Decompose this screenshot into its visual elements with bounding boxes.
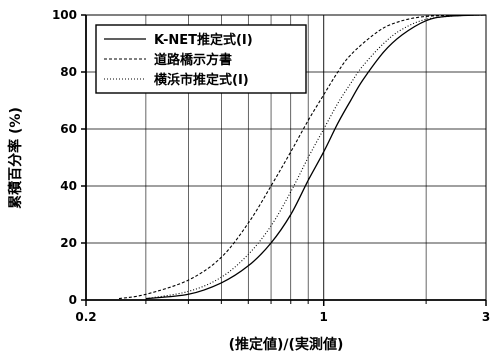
y-tick-label: 60	[60, 122, 77, 136]
y-tick-label: 80	[60, 65, 77, 79]
y-tick-label: 40	[60, 179, 77, 193]
series-line-3	[145, 14, 487, 300]
series-layer	[118, 14, 487, 300]
tick-label-layer: 0 20 40 60 80 100 0.2 1 3	[52, 8, 490, 324]
series-line-1	[145, 14, 487, 300]
x-tick-label: 1	[320, 310, 328, 324]
legend-label-2: 道路橋示方書	[154, 52, 232, 68]
y-axis-label: 累積百分率 (%)	[7, 107, 24, 209]
legend-label-3: 横浜市推定式(I)	[154, 72, 249, 88]
x-tick-label: 0.2	[75, 310, 96, 324]
y-tick-label: 20	[60, 236, 77, 250]
x-tick-label: 3	[482, 310, 490, 324]
legend-label-1: K-NET推定式(I)	[154, 32, 253, 48]
x-axis-label: (推定値)/(実測値)	[229, 336, 344, 353]
y-tick-label: 100	[52, 8, 77, 22]
y-tick-label: 0	[69, 293, 77, 307]
axis-layer	[81, 14, 487, 306]
